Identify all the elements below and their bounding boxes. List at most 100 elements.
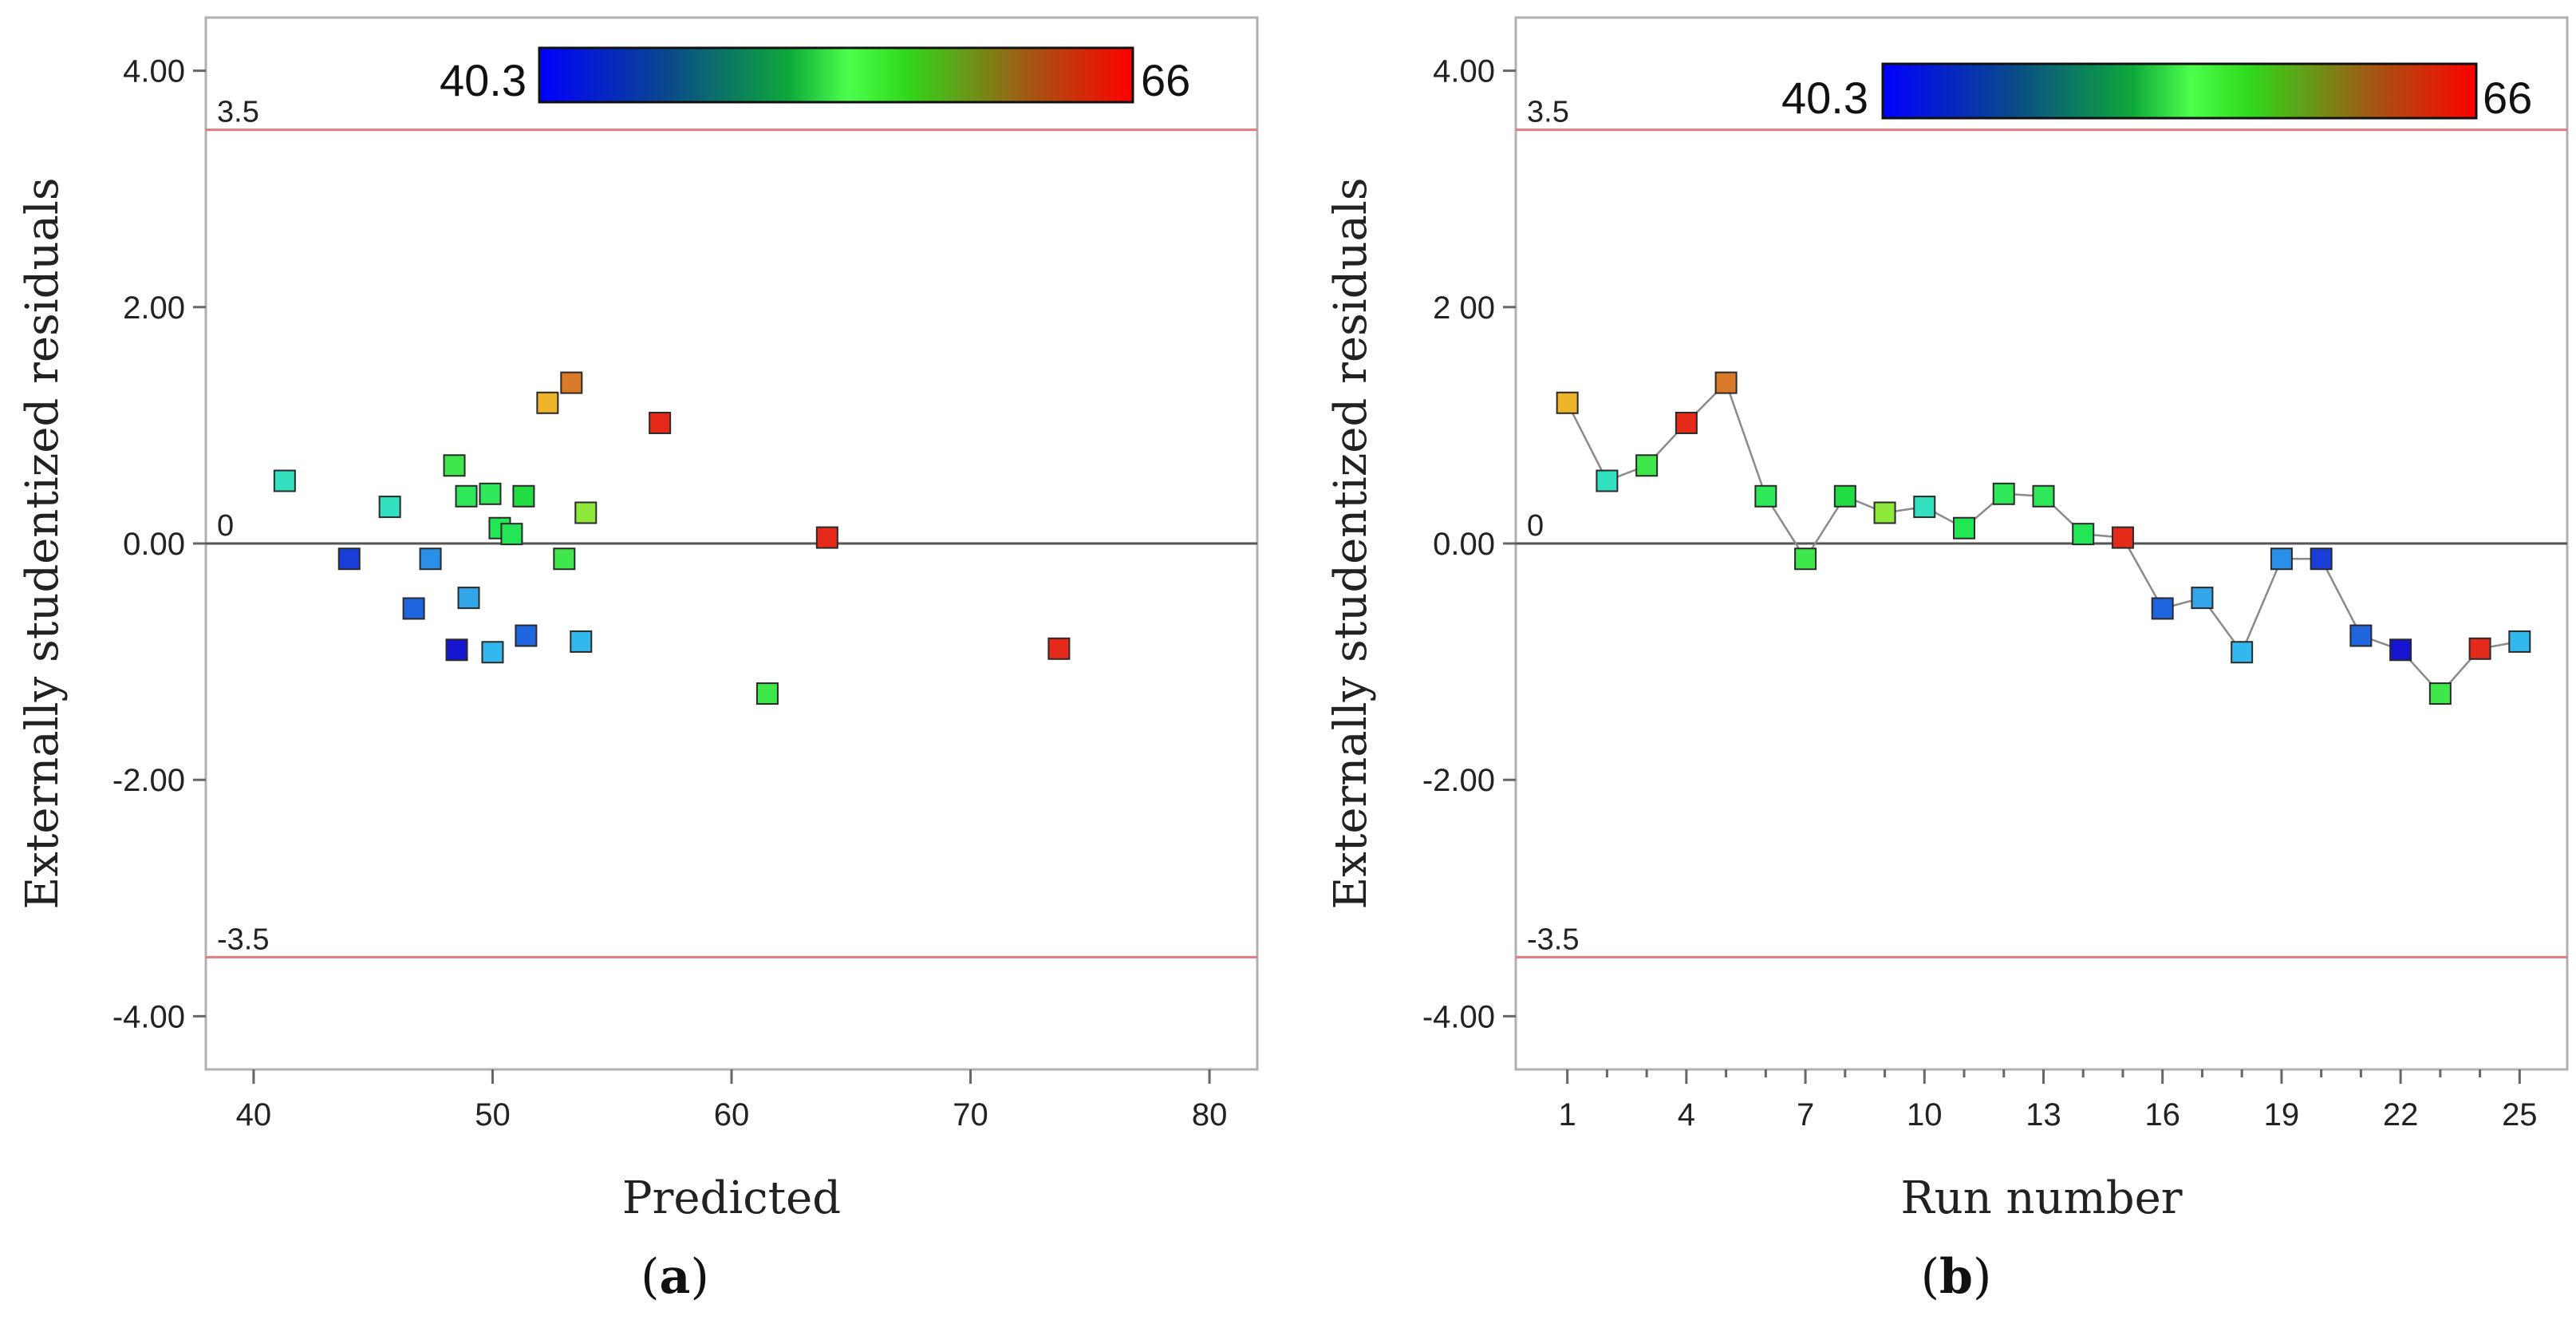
reference-line-label: 3.5 [1527,96,1569,129]
data-point [2191,587,2214,610]
data-point [536,391,559,414]
y-axis-label: Externally studentized residuals [1325,177,1377,909]
y-tick-label: 4.00 [1433,54,1495,89]
x-axis-label: Run number [1900,1172,2182,1224]
x-tick-label: 1 [1559,1097,1576,1132]
data-point [1596,469,1619,492]
data-point [2111,526,2134,549]
y-tick-label: -4.00 [1422,999,1495,1034]
data-point [1714,371,1738,394]
data-point [1794,547,1817,571]
reference-line-label: -3.5 [217,923,269,956]
caption-close: ) [690,1249,708,1305]
caption-open: ( [641,1249,659,1305]
caption-close: ) [1973,1249,1991,1305]
colorbar-max-label: 66 [1141,55,1190,105]
caption-open: ( [1921,1249,1939,1305]
x-tick-label: 19 [2264,1097,2300,1132]
colorbar-max-label: 66 [2483,73,2532,123]
data-point [455,484,478,508]
data-point [2349,624,2373,647]
y-tick-label: 0.00 [123,527,185,562]
caption-letter: a [660,1249,691,1305]
data-point [2151,597,2174,620]
data-point [500,523,523,546]
colorbar-gradient [1881,62,2478,120]
data-point [649,411,672,434]
data-point [553,547,576,571]
colorbar-min-label: 40.3 [1781,73,1868,123]
panel-b-run-number-vs-residuals: 3.5 0 -3.5 1 4 7 10 13 16 19 22 25 4.00 2 00 0.00 -2.… [1325,16,2569,1305]
data-point [1675,411,1698,434]
reference-line-label: 0 [1527,509,1544,543]
y-tick-label: -2.00 [1422,763,1495,798]
x-tick-label: 10 [1907,1097,1943,1132]
data-point [1833,484,1856,508]
data-point [337,547,361,571]
colorbar: 40.3 66 [440,46,1190,105]
x-tick-label: 7 [1797,1097,1814,1132]
data-point [419,547,442,571]
data-point [574,501,598,524]
x-tick-label: 4 [1678,1097,1695,1132]
data-point [1913,496,1936,519]
x-tick-label: 70 [953,1097,988,1132]
data-point [1635,454,1659,477]
x-tick-label: 13 [2026,1097,2061,1132]
data-point [273,469,296,492]
y-tick-label: 2.00 [123,290,185,326]
data-point [2428,682,2452,705]
x-tick-label: 60 [714,1097,750,1132]
x-axis-label: Predicted [622,1172,841,1224]
data-point [2270,547,2293,571]
colorbar: 40.3 66 [1781,62,2532,123]
panel-a-predicted-vs-residuals: 3.5 0 -3.5 40 50 60 70 80 4.00 2.00 0.00 -2.00 -4.… [17,16,1259,1305]
data-point [755,682,779,705]
data-point [457,587,480,610]
y-tick-label: -4.00 [112,999,185,1034]
data-point [560,371,583,394]
data-point [515,624,538,647]
reference-line-label: 3.5 [217,96,259,129]
y-tick-label: 0.00 [1433,527,1495,562]
data-point [445,638,468,662]
x-tick-label: 25 [2502,1097,2538,1132]
data-point [1953,516,1976,539]
data-point [402,597,425,620]
data-point [2468,637,2491,660]
data-point [570,630,593,653]
colorbar-gradient [538,46,1134,104]
data-point [443,454,466,477]
data-point [1873,501,1896,524]
y-tick-label: 4.00 [123,54,185,89]
data-point [2508,630,2531,653]
x-tick-label: 16 [2144,1097,2180,1132]
data-point [2389,638,2412,662]
data-point [512,484,535,508]
data-point [815,526,838,549]
data-point [479,482,502,505]
y-tick-label: -2.00 [112,763,185,798]
data-point [2072,523,2095,546]
x-tick-label: 40 [236,1097,272,1132]
x-tick-label: 22 [2383,1097,2419,1132]
panel-caption: (b) [1921,1249,1992,1305]
data-point [1754,484,1777,508]
x-tick-label: 80 [1192,1097,1228,1132]
data-point [1992,482,2015,505]
y-axis-label: Externally studentized residuals [17,177,69,909]
data-point [1047,637,1071,660]
data-point [2032,484,2055,508]
data-point [378,496,401,519]
y-tick-label: 2 00 [1433,290,1495,326]
data-point [1556,391,1579,414]
data-point [2310,547,2333,571]
reference-line-label: -3.5 [1527,923,1579,956]
data-point [2231,641,2254,664]
panel-caption: (a) [641,1249,709,1305]
data-point [481,641,504,664]
reference-line-label: 0 [217,509,234,543]
x-tick-label: 50 [475,1097,511,1132]
run-order-line [1566,381,2520,695]
